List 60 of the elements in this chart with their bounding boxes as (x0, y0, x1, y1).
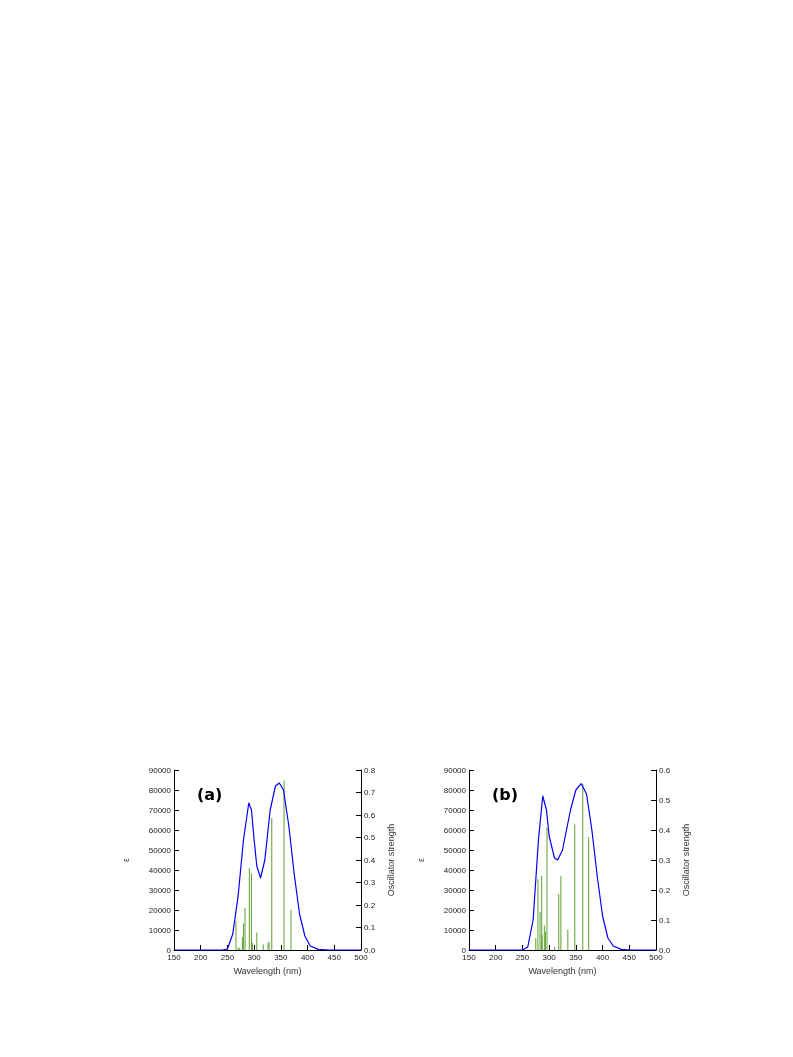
x-tick-label: 450 (327, 952, 342, 962)
annotation: (a) (197, 784, 223, 804)
y-tick-label: 20000 (443, 905, 467, 915)
x-tick-label: 400 (300, 952, 315, 962)
x-tick-label: 200 (489, 952, 503, 962)
y-tick-label: 40000 (443, 865, 467, 875)
annotation: (b) (492, 784, 519, 804)
y2-tick-label: 0.5 (658, 795, 671, 805)
y2-tick-label: 0.5 (363, 833, 376, 842)
y-axis-title: ε (415, 857, 426, 863)
y-tick-label: 50000 (148, 845, 172, 855)
y-tick-label: 10000 (443, 925, 467, 935)
x-tick-label: 350 (569, 952, 584, 962)
y-tick-label: 70000 (443, 805, 467, 815)
x-tick-label: 450 (622, 952, 637, 962)
y-tick-label: 0 (461, 945, 467, 955)
y2-tick-label: 0.4 (658, 825, 671, 835)
y2-tick-label: 0.0 (658, 945, 671, 955)
x-tick-label: 400 (595, 952, 610, 962)
y2-tick-label: 0.1 (363, 923, 376, 932)
y2-tick-label: 0.6 (658, 765, 671, 775)
y2-tick-label: 0.6 (363, 810, 376, 820)
x-axis-title: Wavelength (nm) (233, 965, 302, 976)
x-tick-label: 200 (194, 952, 208, 962)
y2-tick-label: 0.3 (363, 878, 376, 887)
y2-tick-label: 0.2 (363, 900, 376, 910)
y-tick-label: 60000 (148, 825, 172, 835)
x-axis-title: Wavelength (nm) (528, 965, 597, 976)
y-tick-label: 30000 (443, 885, 467, 895)
y-tick-label: 20000 (148, 905, 172, 915)
x-tick-label: 250 (220, 952, 235, 962)
y-tick-label: 30000 (148, 885, 172, 895)
x-tick-label: 150 (167, 952, 182, 962)
x-tick-label: 150 (462, 952, 477, 962)
x-tick-label: 500 (649, 952, 664, 962)
x-tick-label: 300 (542, 952, 557, 962)
y-tick-label: 40000 (148, 865, 172, 875)
x-tick-label: 300 (247, 952, 262, 962)
y2-axis-title: Oscillator strength (385, 823, 396, 897)
y-tick-label: 10000 (148, 925, 172, 935)
y-tick-label: 60000 (443, 825, 467, 835)
y2-tick-label: 0.4 (363, 855, 376, 865)
y-tick-label: 50000 (443, 845, 467, 855)
y-tick-label: 80000 (148, 785, 172, 795)
y2-tick-label: 0.0 (363, 945, 376, 955)
x-tick-label: 500 (354, 952, 369, 962)
y-tick-label: 90000 (148, 765, 172, 775)
y-axis-title: ε (120, 857, 131, 863)
y2-tick-label: 0.1 (658, 915, 671, 925)
y-tick-label: 80000 (443, 785, 467, 795)
x-tick-label: 350 (274, 952, 289, 962)
y2-tick-label: 0.3 (658, 855, 671, 865)
y-tick-label: 0 (166, 945, 172, 955)
y2-tick-label: 0.2 (658, 885, 671, 895)
y2-tick-label: 0.7 (363, 788, 376, 797)
y2-axis-title: Oscillator strength (680, 823, 691, 897)
y-tick-label: 90000 (443, 765, 467, 775)
y-tick-label: 70000 (148, 805, 172, 815)
y2-tick-label: 0.8 (363, 765, 376, 775)
x-tick-label: 250 (515, 952, 530, 962)
